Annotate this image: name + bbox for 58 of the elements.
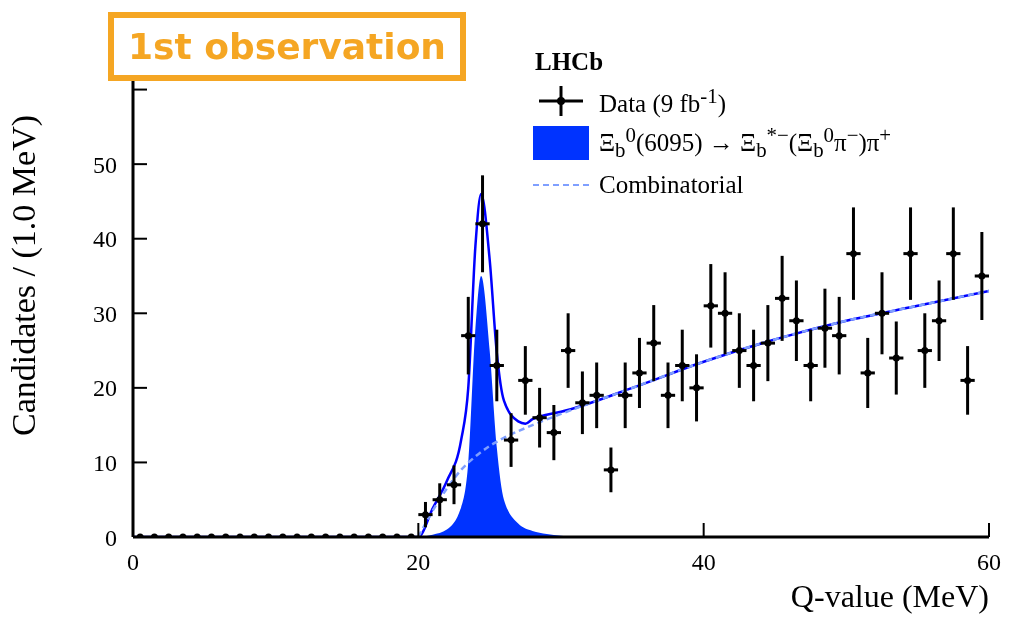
legend-label: Data (9 fb$^{-1}$) xyxy=(599,83,727,119)
point xyxy=(735,347,743,355)
text: Ξ$_{b}$$^{0}$(6095) → Ξ$_{b}$$^{*−}$(Ξ$_{b}$$^{0}$π$^{−}$)π$^{+}$ xyxy=(599,122,892,163)
y-tick-label: 20 xyxy=(93,375,117,402)
point xyxy=(536,414,544,422)
point xyxy=(707,302,715,310)
point xyxy=(421,511,429,519)
point xyxy=(550,429,558,437)
point xyxy=(521,376,529,384)
point xyxy=(578,399,586,407)
point xyxy=(693,384,701,392)
point xyxy=(964,376,972,384)
annotation: LHCb xyxy=(535,48,605,76)
point xyxy=(792,317,800,325)
point xyxy=(821,324,829,332)
x-axis-title: Q-value (MeV) xyxy=(790,578,989,614)
point xyxy=(750,361,758,369)
point xyxy=(878,309,886,317)
point xyxy=(907,250,915,258)
point xyxy=(450,481,458,489)
y-tick-label: 0 xyxy=(105,524,117,551)
point xyxy=(721,309,729,317)
point xyxy=(935,317,943,325)
point xyxy=(764,339,772,347)
point xyxy=(635,369,643,377)
point xyxy=(464,332,472,340)
point xyxy=(493,361,501,369)
point xyxy=(949,250,957,258)
point xyxy=(593,391,601,399)
point xyxy=(864,369,872,377)
point xyxy=(678,361,686,369)
point xyxy=(479,220,487,228)
y-tick-label: 30 xyxy=(93,300,117,327)
annotation: 1st observation xyxy=(108,12,466,81)
point xyxy=(564,347,572,355)
legend-label: Combinatorial xyxy=(599,171,744,199)
point xyxy=(607,466,615,474)
point xyxy=(978,272,986,280)
point xyxy=(835,332,843,340)
line-series xyxy=(417,289,989,537)
y-tick-label: 10 xyxy=(93,449,117,476)
point xyxy=(650,339,658,347)
x-tick-label: 20 xyxy=(406,549,431,576)
x-tick-label: 0 xyxy=(127,549,139,576)
x-tick-label: 60 xyxy=(977,549,1001,576)
point xyxy=(849,250,857,258)
point xyxy=(778,294,786,302)
point xyxy=(892,354,900,362)
point xyxy=(507,436,515,444)
x-tick-label: 40 xyxy=(691,549,716,576)
point xyxy=(621,391,629,399)
y-axis-title: Candidates / (1.0 MeV) xyxy=(5,114,44,436)
point xyxy=(436,496,444,504)
point xyxy=(664,391,672,399)
point xyxy=(807,361,815,369)
y-tick-label: 40 xyxy=(93,226,117,253)
point xyxy=(921,347,929,355)
y-tick-label: 50 xyxy=(93,151,117,178)
